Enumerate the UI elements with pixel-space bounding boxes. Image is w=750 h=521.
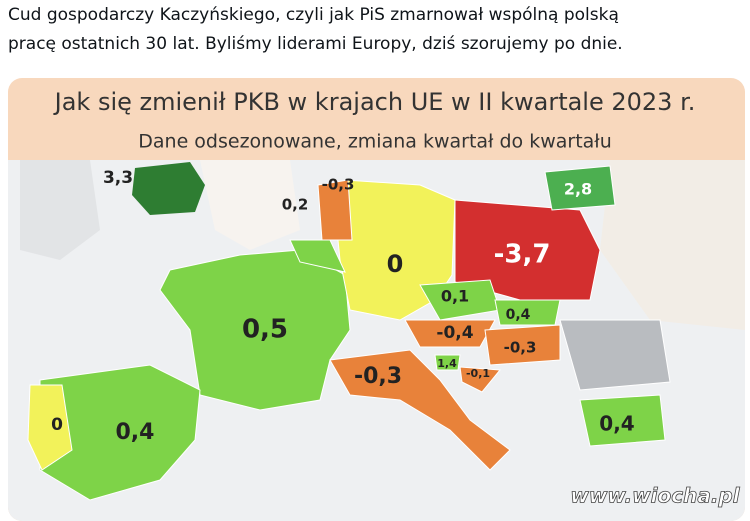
post-text: pracę ostatnich 30 lat. Byliśmy liderami… (8, 34, 623, 54)
country (39, 364, 201, 501)
map-subtitle: Dane odsezonowane, zmiana kwartał do kwa… (138, 131, 612, 153)
region-label: -0,1 (466, 367, 490, 380)
map-title: Jak się zmienił PKB w krajach UE w II kw… (53, 88, 696, 116)
country (579, 394, 666, 447)
region-label: -0,4 (436, 323, 473, 343)
region-label: 0 (387, 250, 404, 278)
country (404, 319, 496, 348)
region-label: -0,3 (504, 339, 537, 357)
land (200, 160, 300, 250)
region-label: 0,4 (599, 412, 634, 436)
region-label: 0,4 (116, 420, 155, 445)
country (459, 366, 501, 393)
map (8, 78, 745, 521)
country (484, 324, 561, 366)
post-text: Cud gospodarczy Kaczyńskiego, czyli jak … (8, 5, 619, 25)
region-label: 0,1 (441, 287, 469, 306)
region-label: 3,3 (103, 168, 133, 188)
region-label: 2,8 (564, 180, 592, 199)
region-label: 0,5 (242, 315, 288, 345)
country (544, 165, 616, 211)
country (329, 349, 511, 471)
region-label: -0,3 (322, 176, 355, 194)
region-label: -3,7 (494, 240, 551, 270)
region-label: 0,4 (506, 307, 531, 323)
land (20, 160, 100, 260)
country (159, 249, 351, 411)
watermark: www.wiocha.pl (570, 484, 740, 508)
land (600, 160, 745, 330)
country (317, 179, 353, 241)
region-label: -0,3 (354, 364, 402, 389)
country (434, 354, 461, 371)
region-label: 1,4 (437, 357, 457, 370)
country (27, 384, 73, 471)
region-label: 0 (51, 415, 63, 435)
region-label: 0,2 (282, 196, 309, 214)
country (132, 162, 205, 215)
country (559, 319, 671, 391)
country (289, 239, 346, 273)
